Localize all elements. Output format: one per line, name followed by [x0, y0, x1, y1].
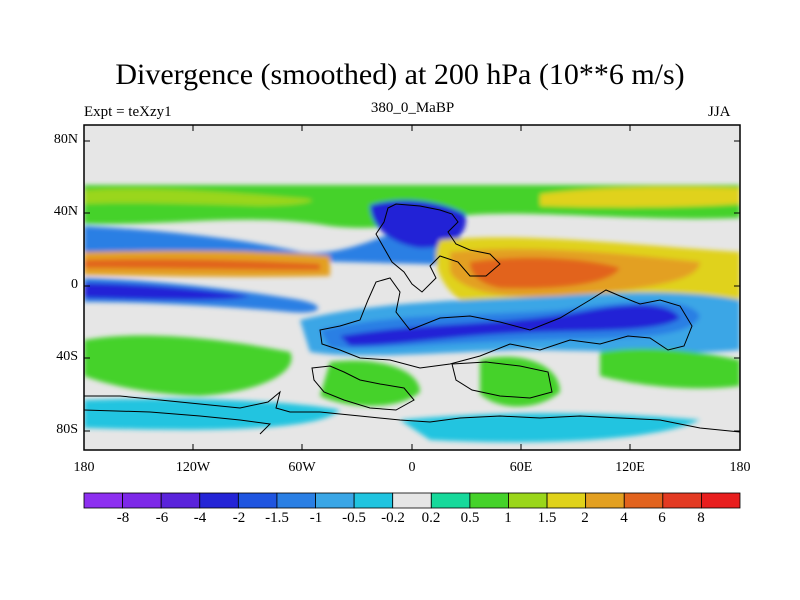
colorbar-cell	[392, 492, 432, 509]
colorbar-cell	[623, 492, 664, 509]
colorbar	[83, 492, 741, 509]
colorbar-label: -1	[309, 510, 323, 526]
coastline-antarctic-inner	[84, 409, 272, 435]
lon-label-0: 0	[408, 460, 416, 475]
colorbar-label: -6	[155, 510, 169, 526]
coastline-south-island-b	[451, 361, 553, 399]
lon-label-60e: 60E	[509, 460, 533, 475]
colorbar-label: 4	[620, 510, 628, 526]
colorbar-label: -8	[116, 510, 130, 526]
colorbar-label: 1.5	[537, 510, 557, 526]
field-tropical-divergence-east-core	[470, 257, 620, 289]
plot-title: Divergence (smoothed) at 200 hPa (10**6 …	[115, 58, 685, 91]
colorbar-cell	[276, 492, 316, 509]
colorbar-label: 2	[581, 510, 589, 526]
lat-label-40n: 40N	[53, 204, 78, 219]
colorbar-label: 8	[697, 510, 705, 526]
lat-label-80n: 80N	[53, 132, 78, 147]
colorbar-cell	[508, 492, 548, 509]
experiment-label: Expt = teXzy1	[84, 104, 172, 120]
lon-label-120e: 120E	[615, 460, 645, 475]
field-south-positive-far-east	[600, 348, 740, 389]
colorbar-cell	[585, 492, 625, 509]
axis-ticks	[84, 125, 740, 450]
colorbar-cell	[430, 492, 471, 509]
lon-label-60w: 60W	[288, 460, 316, 475]
field-south-positive-west	[84, 335, 292, 396]
colorbar-label: 0.2	[421, 510, 441, 526]
lon-label-180-west: 180	[73, 460, 95, 475]
colorbar-cell	[83, 492, 123, 509]
field-layer	[84, 125, 740, 450]
colorbar-cell	[469, 492, 509, 509]
field-europe-strong-convergence	[370, 200, 466, 248]
colorbar-cell	[199, 492, 239, 509]
field-north-yellow-band	[84, 188, 313, 206]
field-tropical-divergence-west-core	[84, 259, 320, 270]
colorbar-label: 1	[504, 510, 512, 526]
coastline-antarctic-margin	[84, 390, 740, 433]
colorbar-label: -2	[232, 510, 246, 526]
colorbar-cell	[160, 492, 201, 509]
colorbar-label: -1.5	[265, 510, 289, 526]
lon-label-120w: 120W	[175, 460, 211, 475]
colorbar-cell	[662, 492, 702, 509]
colorbar-cell	[353, 492, 394, 509]
colorbar-cell	[315, 492, 355, 509]
colorbar-label: 6	[658, 510, 666, 526]
field-equatorial-convergence-core	[84, 283, 250, 300]
period-label: 380_0_MaBP	[370, 100, 455, 116]
colorbar-label: -0.5	[342, 510, 366, 526]
lat-label-40s: 40S	[56, 349, 78, 364]
colorbar-cell	[122, 492, 162, 509]
field-ne-yellow-band	[540, 186, 740, 208]
field-south-high-lat-east	[400, 413, 700, 443]
colorbar-label: -0.2	[381, 510, 405, 526]
coastlines	[84, 203, 740, 435]
coastline-south-island-a	[311, 365, 415, 411]
lat-label-80s: 80S	[56, 422, 78, 437]
colorbar-cell	[546, 492, 587, 509]
coastline-southern-continent	[319, 277, 693, 369]
coastline-europe-africa	[375, 203, 501, 293]
colorbar-cell	[701, 492, 741, 509]
field-south-positive-east	[480, 356, 560, 407]
colorbar-cell	[237, 492, 278, 509]
colorbar-label: 0.5	[460, 510, 480, 526]
lat-label-0: 0	[71, 277, 78, 292]
colorbar-label: -4	[193, 510, 207, 526]
lon-label-180-east: 180	[729, 460, 751, 475]
field-southern-convergence-core	[340, 305, 680, 346]
season-label: JJA	[708, 104, 731, 120]
